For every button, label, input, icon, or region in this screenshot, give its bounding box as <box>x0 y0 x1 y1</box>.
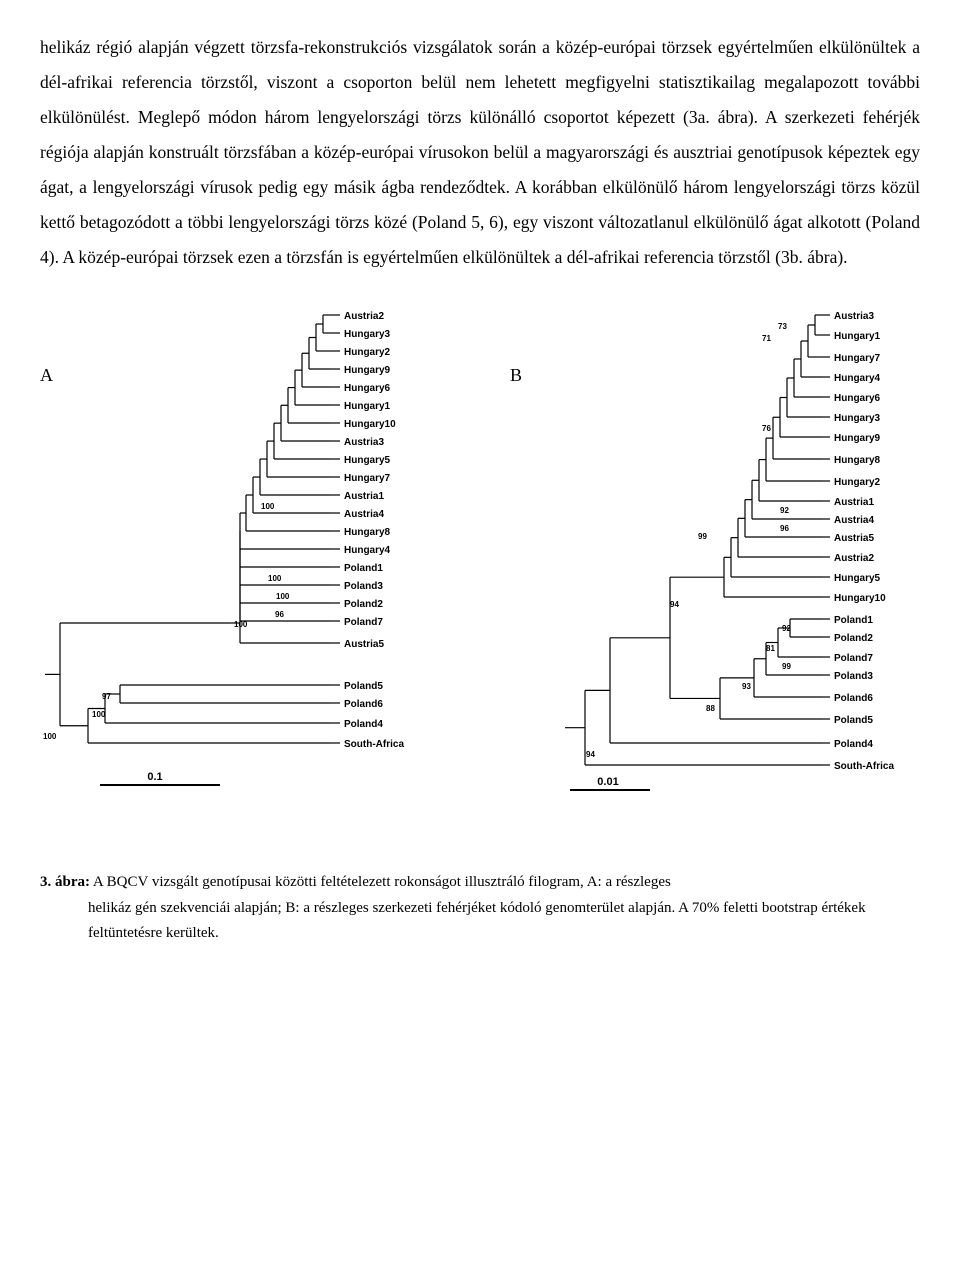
svg-text:Hungary5: Hungary5 <box>344 455 391 466</box>
svg-text:Hungary3: Hungary3 <box>344 329 391 340</box>
svg-text:73: 73 <box>778 322 787 331</box>
svg-text:Poland3: Poland3 <box>834 671 873 682</box>
svg-text:Poland7: Poland7 <box>344 617 383 628</box>
svg-text:100: 100 <box>234 620 248 629</box>
figure-3: A Austria2 Hungary3 Hungary2 Hungary9 Hungar… <box>40 305 920 810</box>
svg-text:Hungary9: Hungary9 <box>834 433 881 444</box>
svg-text:Poland5: Poland5 <box>834 715 873 726</box>
body-paragraph: helikáz régió alapján végzett törzsfa-re… <box>40 30 920 275</box>
svg-text:Poland4: Poland4 <box>344 719 383 730</box>
svg-text:Hungary3: Hungary3 <box>834 413 881 424</box>
svg-text:93: 93 <box>742 682 751 691</box>
svg-text:Hungary1: Hungary1 <box>834 331 881 342</box>
svg-text:Hungary6: Hungary6 <box>344 383 391 394</box>
svg-text:Hungary9: Hungary9 <box>344 365 391 376</box>
svg-text:88: 88 <box>706 704 715 713</box>
svg-text:100: 100 <box>268 574 282 583</box>
svg-text:96: 96 <box>780 524 789 533</box>
svg-text:Poland2: Poland2 <box>834 633 873 644</box>
svg-text:Austria2: Austria2 <box>834 553 874 564</box>
svg-text:Austria3: Austria3 <box>344 437 384 448</box>
svg-text:94: 94 <box>586 750 595 759</box>
svg-text:Poland1: Poland1 <box>834 615 873 626</box>
svg-text:81: 81 <box>766 644 775 653</box>
svg-text:Austria1: Austria1 <box>344 491 384 502</box>
svg-text:Austria3: Austria3 <box>834 311 874 322</box>
panel-a-label: A <box>40 365 53 386</box>
caption-line1: A BQCV vizsgált genotípusai közötti felt… <box>90 874 671 890</box>
svg-text:Austria4: Austria4 <box>834 515 874 526</box>
svg-text:Hungary7: Hungary7 <box>834 353 881 364</box>
scale-label-a: 0.1 <box>147 771 162 783</box>
svg-text:Hungary4: Hungary4 <box>344 545 391 556</box>
svg-text:South-Africa: South-Africa <box>834 761 894 772</box>
svg-text:97: 97 <box>102 692 111 701</box>
svg-text:Poland7: Poland7 <box>834 653 873 664</box>
svg-text:Poland3: Poland3 <box>344 581 383 592</box>
figure-panel-a: A Austria2 Hungary3 Hungary2 Hungary9 Hungar… <box>40 305 510 810</box>
phylogram-a: Austria2 Hungary3 Hungary2 Hungary9 Hungary6… <box>40 305 510 805</box>
svg-text:Hungary1: Hungary1 <box>344 401 391 412</box>
svg-text:Hungary8: Hungary8 <box>834 455 881 466</box>
caption-bold: 3. ábra: <box>40 874 90 890</box>
svg-text:Poland2: Poland2 <box>344 599 383 610</box>
panel-b-label: B <box>510 365 522 386</box>
svg-text:Austria1: Austria1 <box>834 497 874 508</box>
svg-text:100: 100 <box>92 710 106 719</box>
svg-text:South-Africa: South-Africa <box>344 739 404 750</box>
svg-text:Austria2: Austria2 <box>344 311 384 322</box>
svg-text:100: 100 <box>276 592 290 601</box>
figure-panel-b: B Austria3 Hungary1 Hungary7 Hungary4 Hungar… <box>510 305 960 810</box>
svg-text:Hungary7: Hungary7 <box>344 473 391 484</box>
svg-text:Hungary4: Hungary4 <box>834 373 881 384</box>
svg-text:Hungary5: Hungary5 <box>834 573 881 584</box>
svg-text:Poland1: Poland1 <box>344 563 383 574</box>
svg-text:Hungary2: Hungary2 <box>834 477 881 488</box>
svg-text:100: 100 <box>43 732 57 741</box>
caption-line2: helikáz gén szekvenciái alapján; B: a ré… <box>40 896 920 947</box>
scale-label-b: 0.01 <box>597 776 618 788</box>
svg-text:92: 92 <box>780 506 789 515</box>
figure-caption: 3. ábra: A BQCV vizsgált genotípusai köz… <box>40 870 920 947</box>
svg-text:Hungary8: Hungary8 <box>344 527 391 538</box>
svg-text:92: 92 <box>782 624 791 633</box>
svg-text:100: 100 <box>261 502 275 511</box>
svg-text:Austria5: Austria5 <box>834 533 874 544</box>
svg-text:Hungary10: Hungary10 <box>344 419 396 430</box>
phylogram-b: Austria3 Hungary1 Hungary7 Hungary4 Hungary6… <box>510 305 960 805</box>
svg-text:96: 96 <box>275 610 284 619</box>
svg-text:Austria4: Austria4 <box>344 509 384 520</box>
svg-text:Hungary10: Hungary10 <box>834 593 886 604</box>
svg-text:76: 76 <box>762 424 771 433</box>
svg-text:94: 94 <box>670 600 679 609</box>
svg-text:99: 99 <box>698 532 707 541</box>
svg-text:Austria5: Austria5 <box>344 639 384 650</box>
svg-text:Poland6: Poland6 <box>834 693 873 704</box>
svg-text:Poland4: Poland4 <box>834 739 873 750</box>
svg-text:Hungary6: Hungary6 <box>834 393 881 404</box>
svg-text:71: 71 <box>762 334 771 343</box>
svg-text:99: 99 <box>782 662 791 671</box>
svg-text:Hungary2: Hungary2 <box>344 347 391 358</box>
svg-text:Poland5: Poland5 <box>344 681 383 692</box>
svg-text:Poland6: Poland6 <box>344 699 383 710</box>
